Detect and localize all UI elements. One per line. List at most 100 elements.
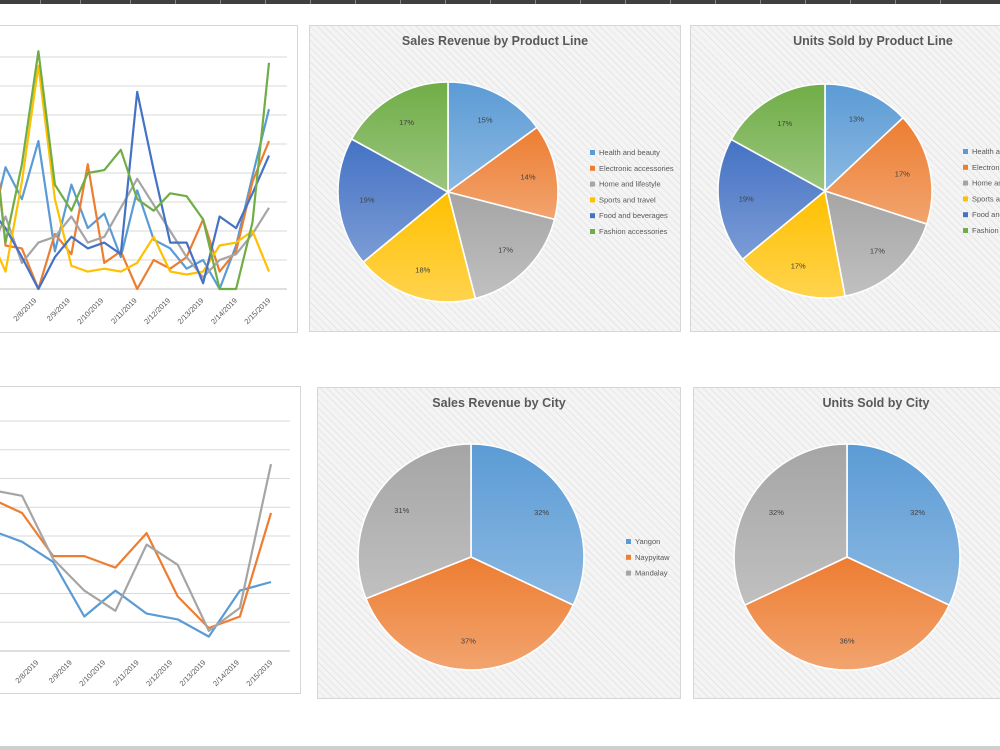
pie-slice[interactable]	[823, 116, 933, 226]
pie-chart-units-sold-by-product-line[interactable]: Units Sold by Product Line 13% 17% 17% 17% 1…	[690, 25, 1000, 332]
pie-slice[interactable]	[824, 83, 905, 193]
pie-chart-1-plot: 15% 14% 17% 18% 19% 17% Health and beauty Elect…	[337, 81, 674, 303]
chart-title: Sales Revenue by Product Line	[401, 34, 589, 48]
pie-slice[interactable]	[823, 189, 928, 298]
x-tick-label: 2/13/2019	[178, 658, 208, 688]
x-tick-label: 2/12/2019	[144, 658, 174, 688]
x-tick-label: 2/11/2019	[109, 296, 139, 326]
line-chart-1-plot: 2/8/2019 2/9/2019 2/10/2019 2/11/2019 2/12/2…	[0, 50, 287, 326]
x-tick-label: 2/9/2019	[45, 296, 72, 323]
legend-swatch	[590, 165, 595, 171]
data-label: 32%	[769, 508, 784, 517]
data-label: 36%	[839, 637, 854, 646]
legend-label: Electroni	[972, 163, 1000, 172]
series-line-2	[0, 501, 273, 630]
data-label: 15%	[477, 116, 492, 125]
x-tick-label: 2/13/2019	[176, 296, 206, 326]
legend-swatch	[590, 229, 595, 234]
pie-slice[interactable]	[350, 81, 449, 194]
data-label: 17%	[870, 246, 885, 255]
legend-swatch	[590, 197, 595, 203]
x-tick-label: 2/9/2019	[47, 658, 74, 685]
pie-slice[interactable]	[846, 443, 961, 607]
pie-slice[interactable]	[447, 81, 539, 194]
pie-slice[interactable]	[730, 83, 826, 193]
line-chart-daily-product-line[interactable]: 2/8/2019 2/9/2019 2/10/2019 2/11/2019 2/12/2…	[0, 25, 298, 333]
data-label: 37%	[461, 637, 476, 646]
pie-slice[interactable]	[362, 190, 477, 303]
series-line-3	[0, 463, 273, 632]
legend-swatch	[963, 164, 968, 170]
pie-slice[interactable]	[337, 137, 450, 264]
x-tick-label: 2/15/2019	[244, 658, 274, 688]
data-label: 17%	[498, 246, 513, 255]
legend-label: Health and beauty	[599, 148, 660, 157]
pie-slice[interactable]	[743, 556, 951, 671]
pie-slice[interactable]	[733, 443, 848, 607]
legend-label: Sports and travel	[599, 195, 656, 204]
legend-swatch	[963, 180, 968, 186]
data-label: 17%	[895, 170, 910, 179]
legend-label: Food and	[972, 210, 1000, 219]
data-label: 17%	[791, 262, 806, 271]
legend-label: Food and beverages	[599, 211, 668, 220]
pie-chart-units-sold-by-city[interactable]: Units Sold by City 32% 36% 32%	[693, 387, 1000, 699]
legend-label: Naypyitaw	[635, 553, 670, 562]
pie-chart-4-plot: 32% 36% 32%	[733, 443, 961, 671]
data-label: 32%	[910, 508, 925, 517]
pie-slice[interactable]	[717, 138, 827, 261]
chart-title: Units Sold by City	[822, 396, 930, 410]
spreadsheet-column-header	[0, 0, 1000, 4]
legend-label: Yangon	[635, 537, 660, 546]
legend-swatch	[590, 181, 595, 187]
data-label: 18%	[415, 265, 430, 274]
pie-chart-sales-revenue-by-city[interactable]: Sales Revenue by City 32% 37% 31% Yangon Nay…	[317, 387, 681, 699]
chart-title: Sales Revenue by City	[432, 396, 566, 410]
pie-slice[interactable]	[364, 556, 575, 671]
legend-label: Sports an	[972, 194, 1000, 203]
legend-swatch	[963, 212, 968, 218]
x-tick-label: 2/10/2019	[75, 296, 105, 326]
x-tick-label: 2/12/2019	[142, 296, 172, 326]
data-label: 19%	[359, 196, 374, 205]
pie-chart-2-plot: 13% 17% 17% 17% 19% 17% Health a Electroni Home …	[717, 83, 1000, 299]
legend-label: Mandalay	[635, 569, 668, 578]
legend-swatch	[963, 228, 968, 233]
sheet-bottom-border	[0, 746, 1000, 750]
line-chart-2-plot: 2/8/2019 2/9/2019 2/10/2019 2/11/2019 2/12/2…	[0, 420, 290, 688]
legend-label: Fashion accessories	[599, 227, 668, 236]
x-tick-label: 2/14/2019	[209, 296, 239, 326]
legend-label: Home an	[972, 179, 1000, 188]
legend-swatch	[963, 196, 968, 202]
data-label: 14%	[520, 173, 535, 182]
pie-slice[interactable]	[470, 443, 585, 607]
series-line-1	[0, 108, 271, 291]
legend-swatch	[626, 570, 631, 576]
series-line-4	[0, 64, 271, 276]
pie-chart-sales-revenue-by-product-line[interactable]: Sales Revenue by Product Line 15% 14% 17% 1…	[309, 25, 681, 332]
data-label: 17%	[399, 118, 414, 127]
pie-slice[interactable]	[741, 189, 846, 299]
series-line-3	[0, 177, 270, 279]
data-label: 17%	[777, 119, 792, 128]
pie-slice[interactable]	[446, 190, 556, 300]
legend-swatch	[626, 539, 631, 544]
legend-swatch	[963, 149, 968, 154]
series-line-1	[0, 532, 272, 638]
x-tick-label: 2/11/2019	[111, 658, 141, 688]
x-tick-label: 2/14/2019	[211, 658, 241, 688]
data-label: 19%	[739, 195, 754, 204]
data-label: 13%	[849, 114, 864, 123]
pie-slice[interactable]	[357, 443, 472, 600]
pie-slice[interactable]	[446, 126, 559, 221]
legend-swatch	[590, 213, 595, 219]
x-tick-label: 2/10/2019	[77, 658, 107, 688]
line-chart-daily-city[interactable]: 2/8/2019 2/9/2019 2/10/2019 2/11/2019 2/12/2…	[0, 386, 301, 694]
x-tick-label: 2/15/2019	[242, 296, 272, 326]
data-label: 32%	[534, 508, 549, 517]
legend-label: Fashion a	[972, 226, 1000, 235]
x-tick-label: 2/8/2019	[13, 658, 40, 685]
series-line-6	[0, 50, 271, 291]
data-label: 31%	[394, 506, 409, 515]
legend-label: Health a	[972, 147, 1000, 156]
